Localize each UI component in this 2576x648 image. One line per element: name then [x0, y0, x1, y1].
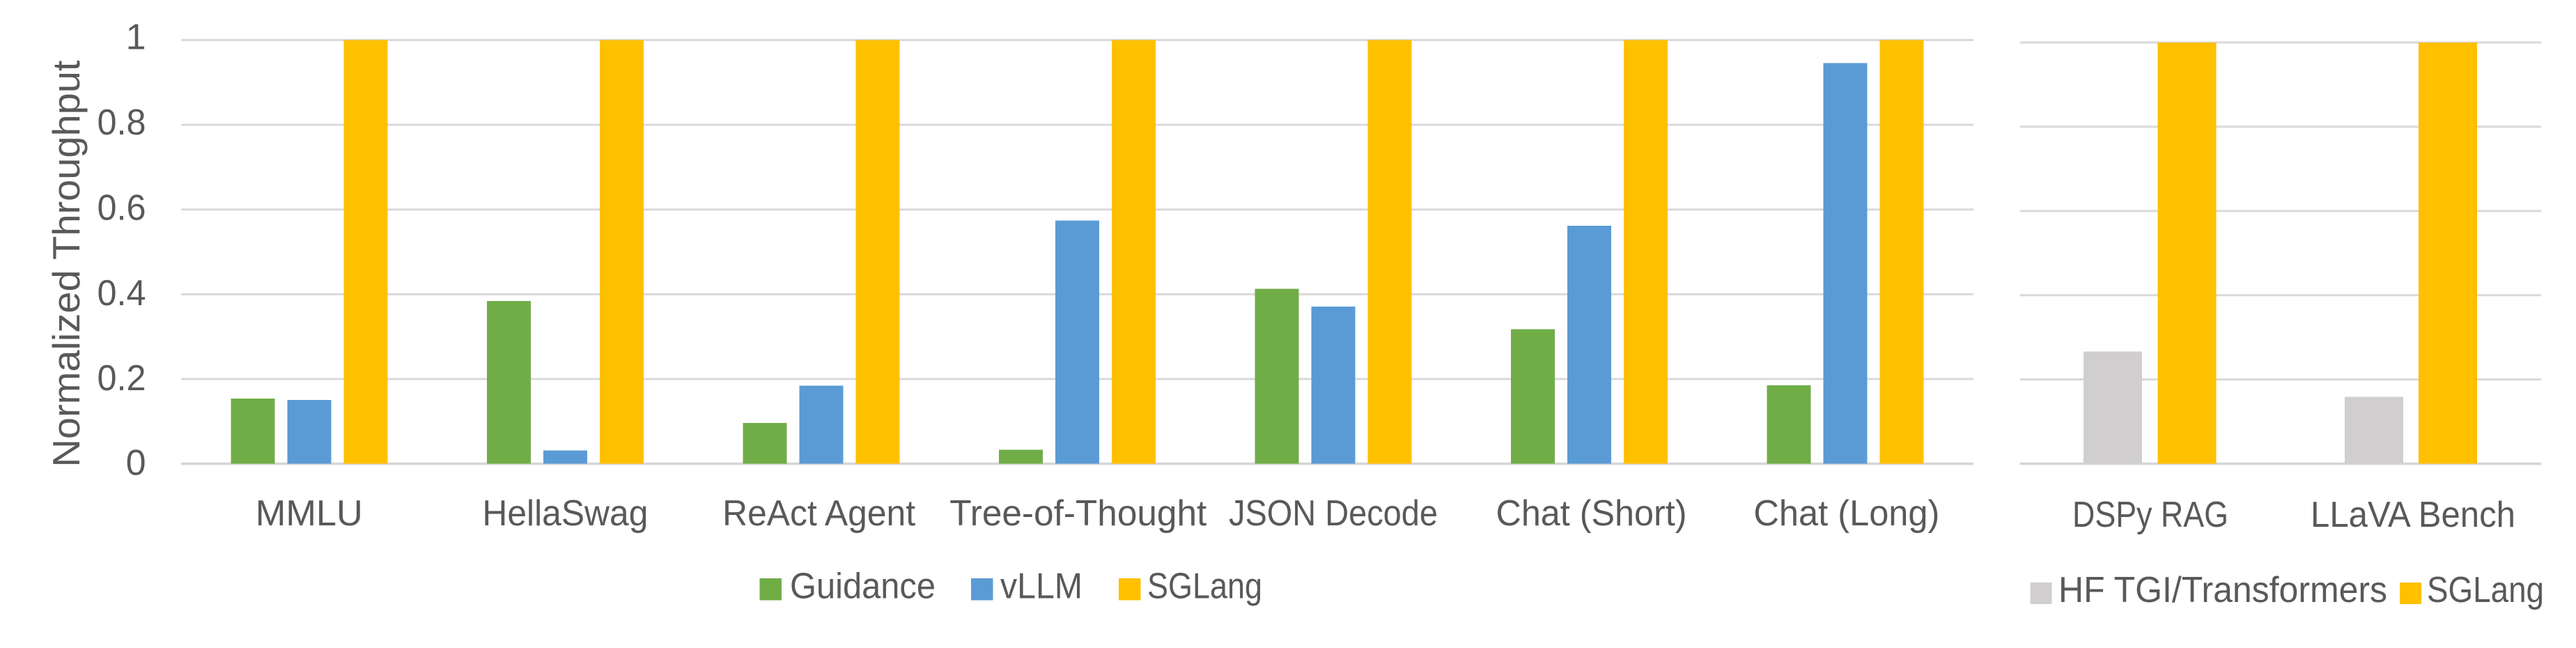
- svg-text:1: 1: [126, 17, 146, 57]
- svg-text:HellaSwag: HellaSwag: [482, 493, 648, 534]
- svg-text:SGLang: SGLang: [1147, 566, 1262, 607]
- svg-text:0.4: 0.4: [98, 273, 146, 314]
- svg-text:Chat (Long): Chat (Long): [1753, 493, 1939, 534]
- svg-text:Normalized Throughput: Normalized Throughput: [45, 61, 88, 468]
- svg-text:0: 0: [126, 442, 146, 483]
- svg-text:0.2: 0.2: [98, 358, 146, 399]
- svg-text:Guidance: Guidance: [790, 566, 936, 607]
- svg-text:vLLM: vLLM: [1000, 566, 1083, 607]
- svg-text:Chat (Short): Chat (Short): [1496, 493, 1687, 534]
- svg-text:HF TGI/Transformers: HF TGI/Transformers: [2058, 570, 2387, 610]
- svg-text:0.8: 0.8: [98, 102, 146, 143]
- svg-text:JSON Decode: JSON Decode: [1229, 493, 1438, 534]
- svg-text:LLaVA Bench: LLaVA Bench: [2311, 495, 2515, 535]
- svg-text:Tree-of-Thought: Tree-of-Thought: [949, 493, 1207, 534]
- svg-text:SGLang: SGLang: [2427, 570, 2544, 610]
- svg-text:MMLU: MMLU: [256, 493, 363, 534]
- svg-text:0.6: 0.6: [98, 188, 146, 229]
- svg-text:DSPy RAG: DSPy RAG: [2072, 495, 2228, 535]
- svg-text:ReAct Agent: ReAct Agent: [722, 493, 916, 534]
